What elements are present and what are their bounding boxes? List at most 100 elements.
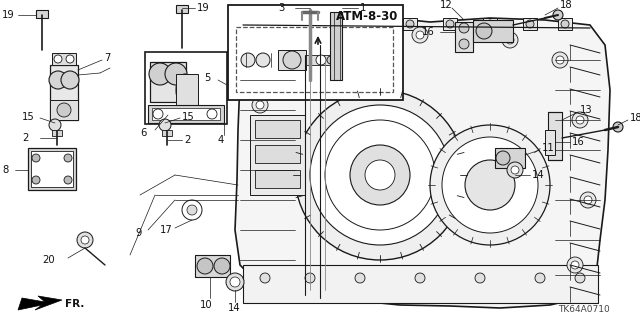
Circle shape [366, 20, 374, 28]
Bar [176, 74, 198, 106]
Bar [263, 18, 277, 30]
Circle shape [412, 27, 428, 43]
Circle shape [561, 20, 569, 28]
Bar [306, 55, 336, 65]
Circle shape [511, 166, 519, 174]
Circle shape [61, 71, 79, 89]
Text: 16: 16 [572, 137, 585, 147]
Bar [162, 130, 172, 136]
Circle shape [502, 32, 518, 48]
Bar [545, 130, 555, 155]
Circle shape [535, 273, 545, 283]
Circle shape [553, 10, 563, 20]
Text: 15: 15 [22, 112, 35, 122]
Text: 18: 18 [560, 0, 573, 10]
Text: ATM-8-30: ATM-8-30 [335, 11, 398, 24]
Circle shape [282, 70, 298, 86]
Bar [495, 148, 525, 168]
Circle shape [165, 63, 187, 85]
Circle shape [327, 56, 335, 64]
Circle shape [575, 273, 585, 283]
Text: 15: 15 [182, 112, 195, 122]
Circle shape [57, 103, 71, 117]
Bar [523, 18, 537, 30]
Circle shape [526, 20, 534, 28]
Circle shape [153, 109, 163, 119]
Bar [363, 18, 377, 30]
Circle shape [159, 119, 171, 131]
Bar [243, 265, 598, 303]
Text: 13: 13 [580, 105, 593, 115]
Circle shape [32, 176, 40, 184]
Ellipse shape [176, 74, 194, 106]
Circle shape [442, 137, 538, 233]
Circle shape [214, 258, 230, 274]
Circle shape [207, 109, 217, 119]
Circle shape [430, 125, 550, 245]
Circle shape [81, 236, 89, 244]
Circle shape [365, 160, 395, 190]
Circle shape [286, 74, 294, 82]
Bar [236, 27, 393, 92]
Circle shape [77, 232, 93, 248]
Circle shape [486, 20, 494, 28]
Bar [278, 50, 306, 70]
Circle shape [283, 51, 301, 69]
Bar [558, 18, 572, 30]
Circle shape [576, 116, 584, 124]
Text: 11: 11 [542, 143, 555, 153]
Circle shape [197, 258, 213, 274]
Bar [250, 115, 305, 195]
Bar [148, 105, 224, 123]
Circle shape [507, 162, 523, 178]
Circle shape [325, 120, 435, 230]
Circle shape [506, 36, 514, 44]
Circle shape [496, 151, 510, 165]
Circle shape [415, 273, 425, 283]
Text: 9: 9 [135, 228, 141, 238]
Bar [443, 18, 457, 30]
Circle shape [295, 90, 465, 260]
Circle shape [567, 257, 583, 273]
Bar [36, 10, 48, 18]
Text: 3: 3 [278, 3, 284, 13]
Circle shape [310, 105, 450, 245]
Circle shape [465, 160, 515, 210]
Bar [323, 18, 337, 30]
Bar [255, 120, 300, 138]
Text: 2: 2 [184, 135, 190, 145]
Circle shape [241, 53, 255, 67]
Polygon shape [235, 18, 610, 308]
Bar [150, 62, 186, 102]
Bar [28, 148, 76, 190]
Text: 7: 7 [104, 53, 110, 63]
Bar [473, 20, 513, 42]
Text: 18: 18 [630, 113, 640, 123]
Circle shape [266, 20, 274, 28]
Circle shape [355, 273, 365, 283]
Circle shape [66, 55, 74, 63]
Circle shape [149, 63, 171, 85]
Bar [548, 112, 562, 160]
Circle shape [580, 192, 596, 208]
Bar [31, 151, 73, 187]
Text: 14: 14 [228, 303, 241, 313]
Circle shape [556, 56, 564, 64]
Circle shape [49, 71, 67, 89]
Text: 19: 19 [197, 3, 210, 13]
Bar [288, 18, 302, 30]
Circle shape [252, 97, 268, 113]
Bar [330, 12, 342, 80]
Circle shape [406, 20, 414, 28]
Bar [145, 52, 227, 124]
Circle shape [64, 154, 72, 162]
Circle shape [49, 119, 61, 131]
Text: 1: 1 [360, 3, 366, 13]
Circle shape [260, 273, 270, 283]
Text: 16: 16 [422, 27, 435, 37]
Circle shape [64, 176, 72, 184]
Bar [52, 130, 62, 136]
Circle shape [346, 44, 354, 52]
Circle shape [305, 273, 315, 283]
Bar [255, 170, 300, 188]
